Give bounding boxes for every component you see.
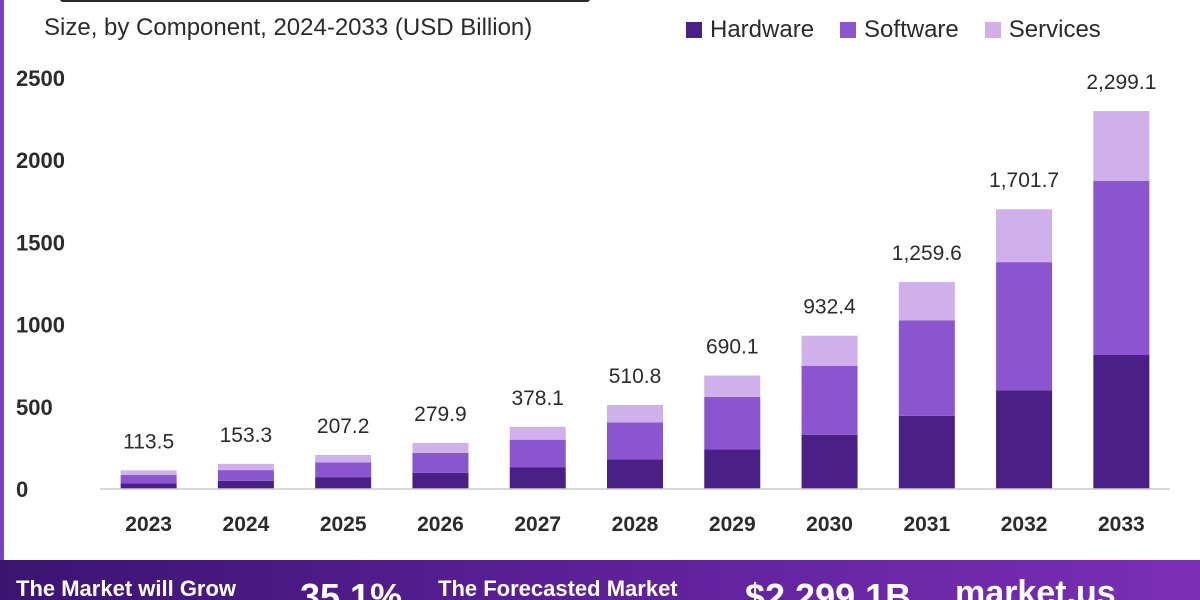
x-tick-label: 2027 (514, 513, 561, 536)
legend-swatch-hardware (686, 22, 702, 38)
bar-segment-hardware (412, 472, 469, 489)
total-label: 279.9 (414, 403, 467, 426)
bar-segment-services (801, 335, 858, 366)
footer-market-value: $2,299.1B (745, 576, 912, 600)
left-accent-bar (0, 0, 4, 560)
x-tick-label: 2028 (612, 513, 659, 536)
total-label: 153.3 (220, 424, 273, 447)
y-tick-label: 1500 (16, 230, 65, 255)
x-tick-label: 2031 (903, 513, 950, 536)
bar-segment-hardware (217, 480, 274, 489)
bar-segment-hardware (996, 390, 1053, 489)
total-label: 207.2 (317, 415, 370, 438)
y-tick-label: 2000 (16, 148, 65, 173)
bar-segment-hardware (120, 483, 177, 489)
bar-segment-software (898, 320, 955, 416)
y-tick-label: 0 (16, 477, 28, 502)
total-label: 932.4 (803, 296, 856, 319)
total-label: 1,701.7 (989, 169, 1059, 192)
bar-segment-software (801, 365, 858, 435)
x-tick-label: 2033 (1098, 513, 1145, 536)
chart-subtitle: Size, by Component, 2024-2033 (USD Billi… (44, 14, 533, 41)
footer-forecast-text: The Forecasted Market (438, 576, 678, 600)
legend-swatch-services (984, 22, 1001, 38)
bar-segment-software (217, 470, 274, 481)
y-tick-label: 2500 (16, 66, 65, 91)
bar-segment-software (704, 396, 761, 450)
x-tick-label: 2030 (806, 513, 853, 536)
bar-segment-hardware (898, 415, 955, 489)
bar-segment-services (120, 470, 177, 476)
bar-segment-hardware (801, 434, 858, 489)
total-label: 2,299.1 (1086, 71, 1156, 94)
legend-label-hardware: Hardware (710, 16, 815, 43)
bar-segment-software (996, 262, 1053, 391)
legend: Hardware Software Services (686, 16, 1127, 44)
bar-segment-software (315, 462, 372, 478)
total-label: 690.1 (706, 336, 759, 359)
x-tick-label: 2024 (223, 513, 270, 536)
bar-segment-hardware (509, 467, 566, 489)
y-tick-label: 1000 (16, 313, 65, 338)
footer-cagr-value: 35.1% (300, 576, 403, 600)
bar-segment-hardware (315, 477, 372, 489)
title-cropped (60, 0, 590, 2)
bar-segment-software (607, 422, 663, 460)
bar-segment-software (120, 475, 177, 484)
x-tick-label: 2026 (417, 513, 464, 536)
legend-item-services: Services (984, 16, 1101, 44)
bar-segment-services (1093, 111, 1150, 181)
x-tick-label: 2025 (320, 513, 367, 536)
legend-swatch-software (840, 22, 857, 38)
bar-segment-software (412, 452, 469, 473)
total-label: 1,259.6 (892, 242, 962, 265)
bar-segment-hardware (607, 459, 663, 489)
bar-segment-services (217, 463, 274, 471)
bar-segment-software (1093, 180, 1150, 356)
footer-grow-text: The Market will Grow (16, 576, 237, 600)
bar-segment-services (898, 281, 955, 321)
bar-segment-hardware (704, 449, 761, 489)
footer-brand-logo: market.us (955, 574, 1116, 600)
stacked-bar-chart: 0 500 1000 1500 2000 2500 113.5 2023 153.3 2024 20… (16, 66, 1170, 536)
bar-segment-services (607, 405, 663, 423)
legend-label-services: Services (1008, 16, 1101, 43)
total-label: 378.1 (511, 387, 564, 410)
bar-segment-services (704, 375, 761, 397)
bar-segment-services (412, 442, 469, 453)
x-tick-label: 2029 (709, 513, 756, 536)
bar-segment-services (315, 454, 372, 463)
footer-banner: The Market will Grow 35.1% The Forecaste… (0, 560, 1200, 600)
bar-segment-services (996, 209, 1053, 263)
bar-segment-software (509, 439, 566, 468)
bar-segment-hardware (1093, 355, 1150, 489)
y-tick-label: 500 (16, 395, 53, 420)
legend-item-hardware: Hardware (686, 16, 814, 44)
legend-item-software: Software (840, 16, 959, 44)
bar-segment-services (509, 426, 566, 440)
total-label: 113.5 (123, 430, 174, 453)
total-label: 510.8 (609, 365, 662, 388)
x-tick-label: 2032 (1001, 513, 1048, 536)
legend-label-software: Software (864, 16, 959, 43)
x-tick-label: 2023 (125, 513, 172, 536)
